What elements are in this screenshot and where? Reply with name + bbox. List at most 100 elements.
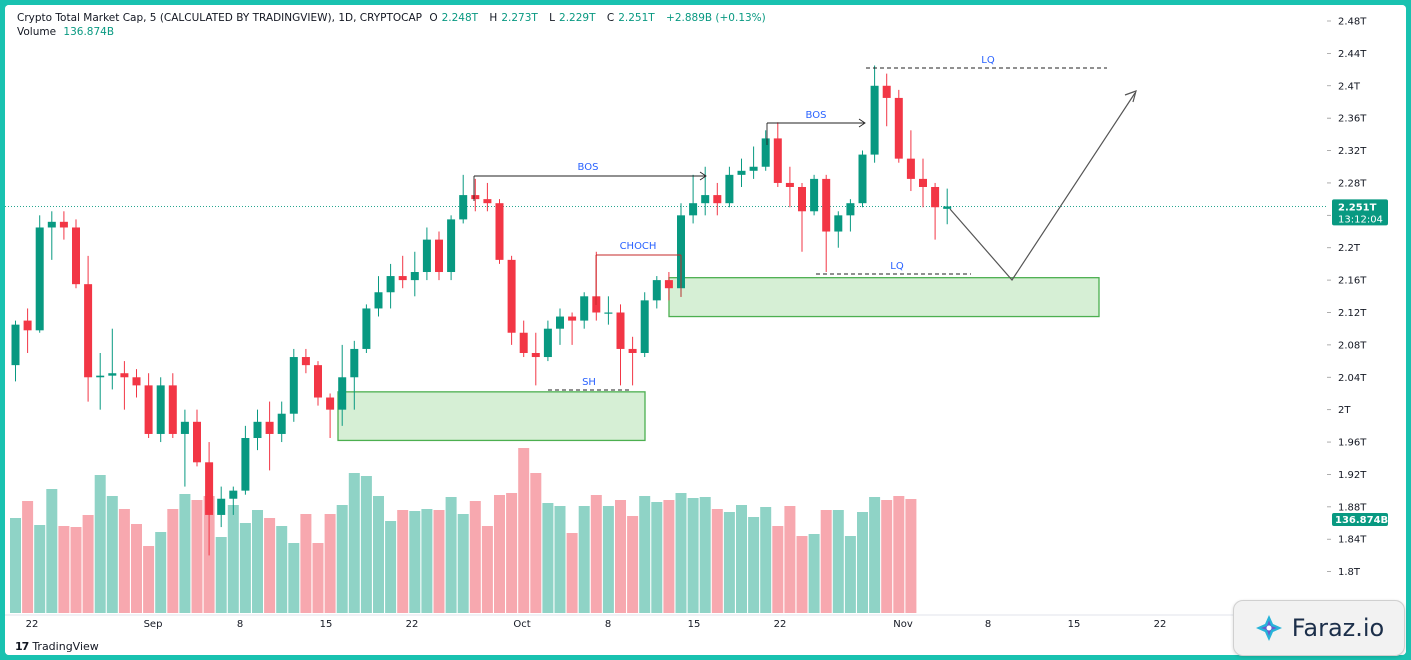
candle-body[interactable]	[616, 312, 625, 349]
candle-body[interactable]	[628, 348, 637, 353]
volume-bar	[106, 496, 118, 613]
candle-body[interactable]	[265, 421, 274, 434]
candle-body[interactable]	[422, 239, 431, 273]
candle-body[interactable]	[362, 308, 371, 349]
candle-body[interactable]	[96, 375, 105, 378]
candle-body[interactable]	[701, 195, 710, 204]
candle-body[interactable]	[858, 154, 867, 204]
volume-bar	[893, 496, 905, 613]
chart-canvas[interactable]: BOS BOS CHOCH SH LQ LQ 2.48T 2.44T 2.4T 2.36T 2.32…	[5, 5, 1406, 655]
candle-body[interactable]	[289, 357, 298, 414]
volume-bar	[627, 516, 639, 613]
price-tick-label: 2.28T	[1338, 178, 1367, 189]
candle-body[interactable]	[919, 178, 927, 187]
candle-body[interactable]	[773, 138, 782, 183]
candle-body[interactable]	[519, 332, 528, 353]
candle-body[interactable]	[943, 206, 952, 209]
candle-body[interactable]	[568, 316, 577, 321]
candle-body[interactable]	[314, 365, 322, 398]
candle-body[interactable]	[894, 97, 903, 159]
candle-body[interactable]	[47, 221, 56, 228]
candle-body[interactable]	[507, 259, 516, 333]
candle-body[interactable]	[810, 178, 819, 212]
candle-body[interactable]	[604, 312, 613, 314]
candle-body[interactable]	[725, 174, 734, 204]
time-tick-label: 8	[605, 619, 611, 630]
lq-label-top: LQ	[981, 55, 995, 66]
candle-body[interactable]	[338, 377, 347, 410]
candle-body[interactable]	[906, 158, 915, 179]
candle-body[interactable]	[931, 186, 940, 208]
volume-badge	[1332, 513, 1388, 526]
candle-body[interactable]	[543, 328, 552, 358]
candle-body[interactable]	[253, 421, 262, 439]
tradingview-logo[interactable]: 17 TradingView	[15, 640, 99, 653]
candle-body[interactable]	[386, 276, 395, 293]
candle-body[interactable]	[435, 239, 443, 273]
candle-body[interactable]	[846, 203, 855, 216]
candle-body[interactable]	[713, 195, 722, 204]
candle-body[interactable]	[483, 199, 492, 204]
candle-body[interactable]	[870, 85, 879, 155]
candle-body[interactable]	[761, 138, 770, 167]
candle-body[interactable]	[398, 276, 407, 281]
candle-body[interactable]	[326, 397, 335, 410]
candle-body[interactable]	[664, 280, 673, 289]
candle-body[interactable]	[205, 462, 214, 515]
faraz-logo-icon	[1255, 615, 1282, 641]
volume-bar	[905, 499, 917, 613]
candle-body[interactable]	[882, 85, 891, 98]
candle-body[interactable]	[834, 215, 843, 232]
candle-body[interactable]	[84, 284, 93, 378]
candle-body[interactable]	[35, 227, 44, 331]
candle-body[interactable]	[144, 385, 153, 434]
volume-bar	[675, 493, 687, 613]
candle-body[interactable]	[241, 438, 250, 491]
candle-body[interactable]	[168, 385, 177, 434]
price-tick-label: 1.88T	[1338, 502, 1367, 513]
candle-body[interactable]	[11, 324, 20, 366]
candle-body[interactable]	[217, 498, 226, 515]
candle-body[interactable]	[23, 320, 32, 331]
candle-body[interactable]	[180, 421, 189, 434]
candle-body[interactable]	[277, 413, 286, 434]
candle-body[interactable]	[447, 219, 456, 273]
candle-body[interactable]	[640, 300, 649, 353]
candle-body[interactable]	[737, 170, 746, 175]
candle-body[interactable]	[677, 215, 685, 289]
candle-body[interactable]	[229, 490, 238, 499]
candle-body[interactable]	[495, 203, 504, 260]
candle-body[interactable]	[350, 348, 359, 378]
candle-body[interactable]	[301, 357, 310, 366]
volume-bar	[723, 512, 735, 613]
price-axis[interactable]	[1327, 5, 1406, 655]
time-tick-label: 22	[26, 619, 39, 630]
candle-body[interactable]	[471, 195, 480, 200]
candle-body[interactable]	[531, 352, 540, 358]
candle-body[interactable]	[459, 195, 468, 220]
volume-bar	[869, 497, 881, 613]
candle-body[interactable]	[132, 377, 141, 386]
candle-body[interactable]	[749, 166, 758, 171]
volume-bar	[772, 526, 784, 613]
candle-body[interactable]	[785, 182, 794, 187]
candle-body[interactable]	[156, 385, 165, 434]
candle-body[interactable]	[59, 221, 68, 228]
candle-body[interactable]	[689, 203, 698, 216]
candle-body[interactable]	[374, 292, 383, 309]
candle-body[interactable]	[798, 186, 806, 212]
candle-body[interactable]	[72, 227, 80, 285]
time-tick-label: 15	[1068, 619, 1081, 630]
candle-body[interactable]	[580, 296, 589, 321]
candle-body[interactable]	[556, 316, 564, 329]
candle-body[interactable]	[193, 421, 201, 463]
candle-body[interactable]	[108, 373, 117, 376]
chart-frame: BOS BOS CHOCH SH LQ LQ 2.48T 2.44T 2.4T 2.36T 2.32…	[5, 5, 1406, 655]
price-tick-label: 2.36T	[1338, 114, 1367, 125]
candle-body[interactable]	[652, 280, 661, 301]
candle-body[interactable]	[822, 178, 831, 232]
time-tick-label: 15	[320, 619, 333, 630]
candle-body[interactable]	[410, 272, 419, 281]
volume-bar	[312, 543, 324, 613]
candle-body[interactable]	[120, 373, 129, 378]
